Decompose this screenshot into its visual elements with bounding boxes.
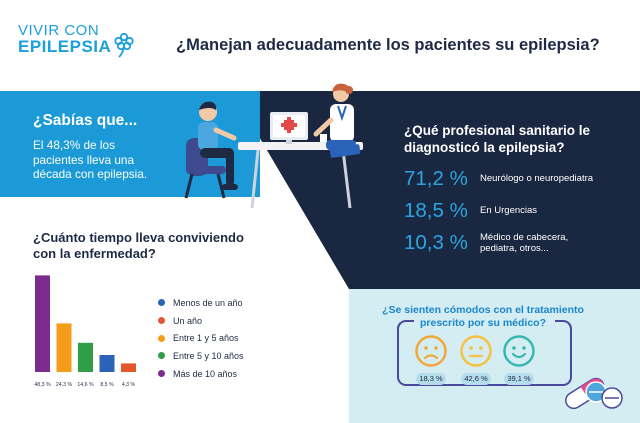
legend-item: Más de 10 años <box>158 365 244 383</box>
chart-bar <box>56 323 72 372</box>
chart-bar-label: 4,3 % <box>122 382 136 388</box>
profesional-pct: 10,3 % <box>404 231 468 254</box>
legend-label: Entre 5 y 10 años <box>173 350 244 361</box>
profesional-row: 18,5 % En Urgencias <box>404 199 634 223</box>
legend-label: Más de 10 años <box>173 368 238 379</box>
legend-item: Entre 5 y 10 años <box>158 347 244 365</box>
chart-bar-label: 14,6 % <box>77 382 94 388</box>
face-pct-badge: 42,6 % <box>461 373 491 385</box>
page-title: ¿Manejan adecuadamente los pacientes su … <box>176 36 600 54</box>
profesional-row: 71,2 % Neurólogo o neuropediatra <box>404 167 634 191</box>
happy-face-icon <box>503 335 535 367</box>
sabias-title: ¿Sabías que... <box>33 112 138 129</box>
legend-item: Entre 1 y 5 años <box>158 329 244 347</box>
legend-dot-icon <box>158 317 165 325</box>
legend-dot-icon <box>158 352 165 360</box>
chart-bar-label: 24,3 % <box>56 382 73 388</box>
chart-bar <box>35 275 50 372</box>
profesional-pct: 18,5 % <box>404 199 468 222</box>
chart-bar-label: 8,5 % <box>100 382 114 388</box>
chart-bar <box>78 342 93 372</box>
face-pct-badge: 18,3 % <box>416 373 446 385</box>
duration-bar-chart: 48,3 % 24,3 % 14,6 % 8,5 % 4,3 % <box>34 275 136 388</box>
legend-dot-icon <box>158 334 165 342</box>
profesional-label: En Urgencias <box>480 205 538 217</box>
tiempo-title: ¿Cuánto tiempo lleva conviviendo con la … <box>33 230 244 261</box>
sad-face-icon <box>415 335 447 367</box>
neutral-face-icon <box>460 335 492 367</box>
legend-label: Un año <box>173 315 203 326</box>
profesional-title: ¿Qué profesional sanitario le diagnostic… <box>404 123 591 155</box>
chart-legend: Menos de un año Un año Entre 1 y 5 años … <box>158 294 244 382</box>
chart-bar <box>121 363 136 372</box>
profesional-label: Neurólogo o neuropediatra <box>480 173 594 185</box>
comodos-title: ¿Se sienten cómodos con el tratamiento p… <box>382 304 584 329</box>
profesional-row: 10,3 % Médico de cabecera, pediatra, otr… <box>404 231 634 255</box>
doctor-patient-illustration <box>184 83 363 209</box>
faces-frame-corner <box>555 320 572 329</box>
profesional-label: Médico de cabecera, pediatra, otros... <box>480 231 569 255</box>
legend-label: Entre 1 y 5 años <box>173 333 239 344</box>
faces-frame <box>397 320 572 386</box>
logo-text-line1: VIVIR CON <box>18 22 100 39</box>
profesional-pct: 71,2 % <box>404 167 468 190</box>
faces-frame-corner <box>397 320 414 329</box>
pills-icon <box>565 377 623 410</box>
logo-text-line2: EPILEPSIA <box>18 37 112 56</box>
legend-item: Un año <box>158 312 244 330</box>
chart-bar-label: 48,3 % <box>34 382 51 388</box>
legend-label: Menos de un año <box>173 297 243 308</box>
legend-dot-icon <box>158 370 165 378</box>
face-pct-badge: 39,1 % <box>504 373 534 385</box>
sabias-text: El 48,3% de los pacientes lleva una déca… <box>33 138 148 181</box>
legend-item: Menos de un año <box>158 294 244 312</box>
chart-bar <box>99 355 115 372</box>
flower-logo-icon <box>114 32 134 58</box>
legend-dot-icon <box>158 299 165 307</box>
